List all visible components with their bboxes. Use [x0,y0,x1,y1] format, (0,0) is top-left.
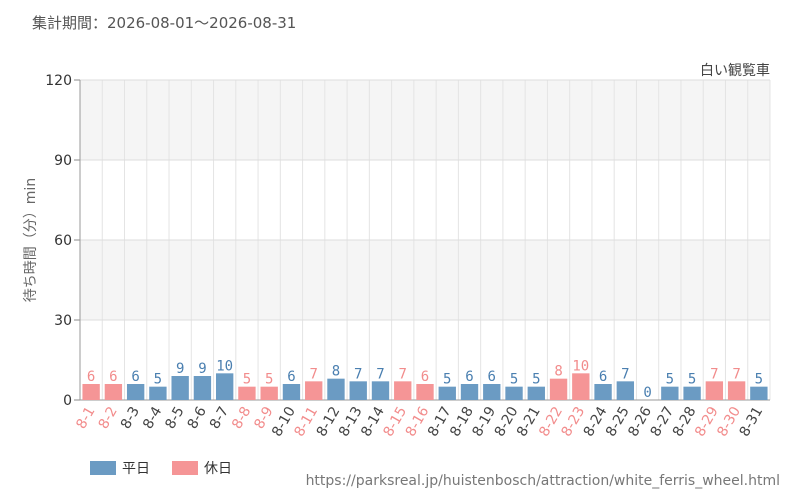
legend-label-holiday: 休日 [204,461,232,477]
data-label-8-2: 6 [109,369,117,385]
x-tick-label-8-6: 8-6 [185,404,210,432]
legend-swatch-holiday [172,461,198,475]
data-label-8-5: 9 [176,361,184,377]
legend-swatch-weekday [90,461,116,475]
bar-8-16 [416,384,434,400]
x-tick-label-8-31: 8-31 [737,404,767,440]
data-label-8-10: 6 [287,369,295,385]
data-label-8-21: 5 [532,372,540,388]
data-label-8-27: 5 [666,372,674,388]
y-tick-label: 90 [54,153,72,169]
data-label-8-23: 10 [572,358,589,374]
y-tick-label: 60 [54,233,72,249]
bar-8-5 [171,376,189,400]
bar-8-27 [661,386,679,400]
data-label-8-9: 5 [265,372,273,388]
y-tick-label: 30 [54,313,72,329]
data-label-8-25: 7 [621,366,629,382]
data-label-8-24: 6 [599,369,607,385]
bar-8-30 [727,381,746,400]
data-label-8-7: 10 [216,358,233,374]
bar-8-20 [505,386,523,400]
data-label-8-8: 5 [243,372,251,388]
source-url: https://parksreal.jp/huistenbosch/attrac… [305,473,780,489]
bar-8-4 [149,386,167,400]
bar-8-22 [549,378,568,400]
data-label-8-30: 7 [732,366,740,382]
data-label-8-4: 5 [154,372,162,388]
bar-8-14 [371,381,390,400]
bar-8-7 [215,373,234,400]
x-tick-label-8-4: 8-4 [140,404,165,432]
bar-8-15 [394,381,412,400]
period-label: 集計期間：2026-08-01～2026-08-31 [32,14,297,32]
data-label-8-16: 6 [421,369,429,385]
data-label-8-20: 5 [510,372,518,388]
bar-8-6 [193,376,212,400]
plot-band [80,160,770,240]
legend-item-holiday: 休日 [172,458,232,478]
legend-label-weekday: 平日 [122,461,150,477]
bar-8-3 [126,384,145,400]
data-label-8-28: 5 [688,372,696,388]
data-label-8-29: 7 [710,366,718,382]
x-tick-label-8-1: 8-1 [73,404,98,432]
x-tick-label-8-5: 8-5 [162,404,187,432]
x-tick-label-8-8: 8-8 [229,404,254,432]
data-label-8-17: 5 [443,372,451,388]
plot-band [80,80,770,160]
data-label-8-11: 7 [309,366,317,382]
bar-8-1 [82,384,100,400]
attraction-name: 白い観覧車 [700,63,770,79]
bar-8-8 [238,386,256,400]
bar-8-2 [104,384,123,400]
x-tick-label-8-3: 8-3 [118,404,143,432]
y-tick-label: 0 [63,393,72,409]
data-label-8-22: 8 [554,364,562,380]
bar-8-10 [282,384,301,400]
legend-item-weekday: 平日 [90,458,150,478]
bar-8-19 [483,384,501,400]
data-label-8-3: 6 [131,369,139,385]
data-label-8-6: 9 [198,361,206,377]
plot-band [80,240,770,320]
bar-8-29 [705,381,724,400]
x-tick-label-8-7: 8-7 [207,404,232,432]
bar-8-25 [616,381,635,400]
bar-8-23 [572,373,590,400]
data-label-8-1: 6 [87,369,95,385]
bar-8-31 [750,386,768,400]
y-tick-label: 120 [45,73,72,89]
bar-8-17 [438,386,456,400]
data-label-8-26: 0 [643,385,651,401]
data-label-8-18: 6 [465,369,473,385]
bar-8-28 [683,386,701,400]
bar-8-9 [260,386,278,400]
data-label-8-12: 8 [332,364,340,380]
bar-8-13 [349,381,367,400]
bar-8-21 [527,386,545,400]
data-label-8-13: 7 [354,366,362,382]
data-label-8-14: 7 [376,366,384,382]
bar-8-12 [327,378,345,400]
data-label-8-15: 7 [399,366,407,382]
x-tick-label-8-2: 8-2 [96,404,121,432]
data-label-8-31: 5 [755,372,763,388]
data-label-8-19: 6 [488,369,496,385]
legend: 平日 休日 [90,458,254,478]
bar-8-24 [594,384,612,400]
bar-8-11 [305,381,323,400]
bar-8-18 [460,384,479,400]
